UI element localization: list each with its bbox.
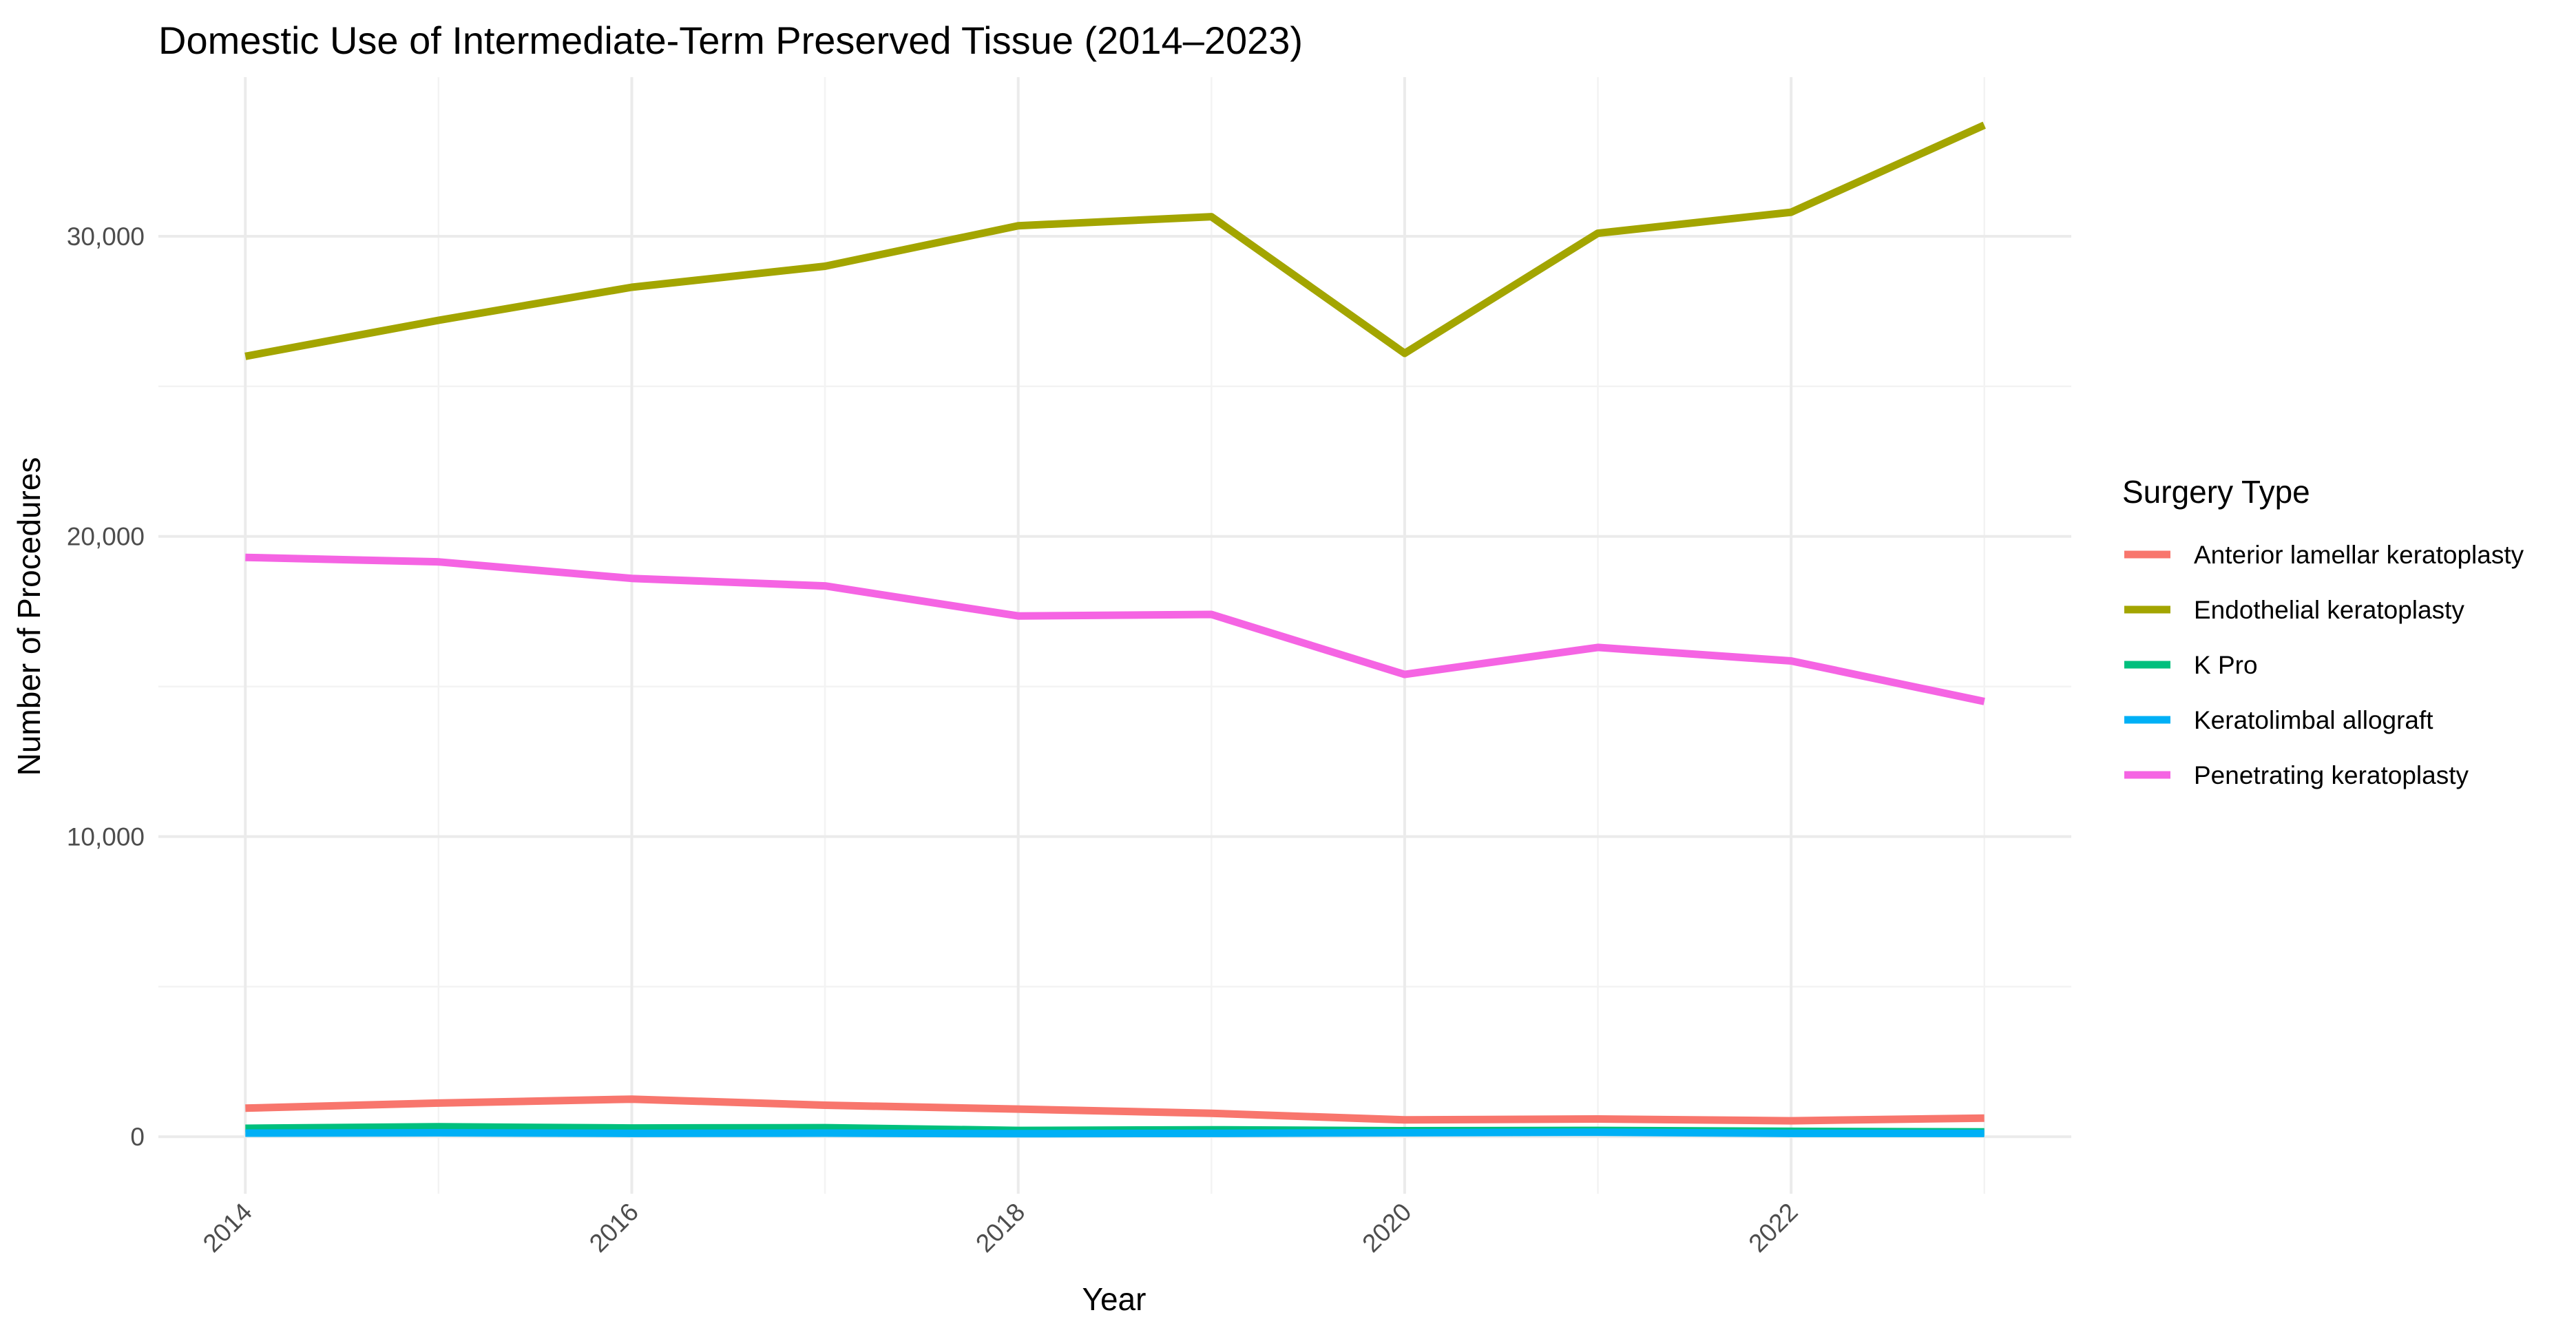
y-axis-title: Number of Procedures: [11, 457, 47, 776]
legend-title: Surgery Type: [2122, 474, 2310, 510]
grid: [158, 77, 2071, 1194]
legend-label: K Pro: [2194, 651, 2258, 679]
y-tick-label: 30,000: [67, 222, 145, 251]
series-line-anterior-lamellar-keratoplasty: [245, 1095, 1985, 1125]
x-tick-label: 2014: [198, 1198, 258, 1258]
x-axis-ticks: 2014 2016 2018 2020 2022: [198, 1198, 1803, 1258]
legend-label: Keratolimbal allograft: [2194, 706, 2433, 734]
chart-title: Domestic Use of Intermediate-Term Preser…: [158, 19, 1303, 62]
y-tick-label: 20,000: [67, 523, 145, 551]
legend-label: Anterior lamellar keratoplasty: [2194, 541, 2524, 569]
series-line-keratolimbal-allograft: [245, 1128, 1985, 1138]
legend-label: Endothelial keratoplasty: [2194, 596, 2464, 624]
x-tick-label: 2020: [1357, 1198, 1416, 1258]
legend: Surgery Type Anterior lamellar keratopla…: [2122, 474, 2524, 789]
x-tick-label: 2022: [1743, 1198, 1803, 1258]
x-tick-label: 2018: [970, 1198, 1030, 1258]
y-axis-ticks: 0 10,000 20,000 30,000: [67, 222, 145, 1151]
series-lines: [244, 121, 1986, 1138]
y-tick-label: 0: [130, 1123, 145, 1151]
y-tick-label: 10,000: [67, 822, 145, 851]
series-line-endothelial-keratoplasty: [244, 121, 1986, 360]
series-line-penetrating-keratoplasty: [245, 553, 1985, 705]
legend-label: Penetrating keratoplasty: [2194, 761, 2469, 789]
x-tick-label: 2016: [584, 1198, 644, 1258]
x-axis-title: Year: [1082, 1281, 1146, 1317]
